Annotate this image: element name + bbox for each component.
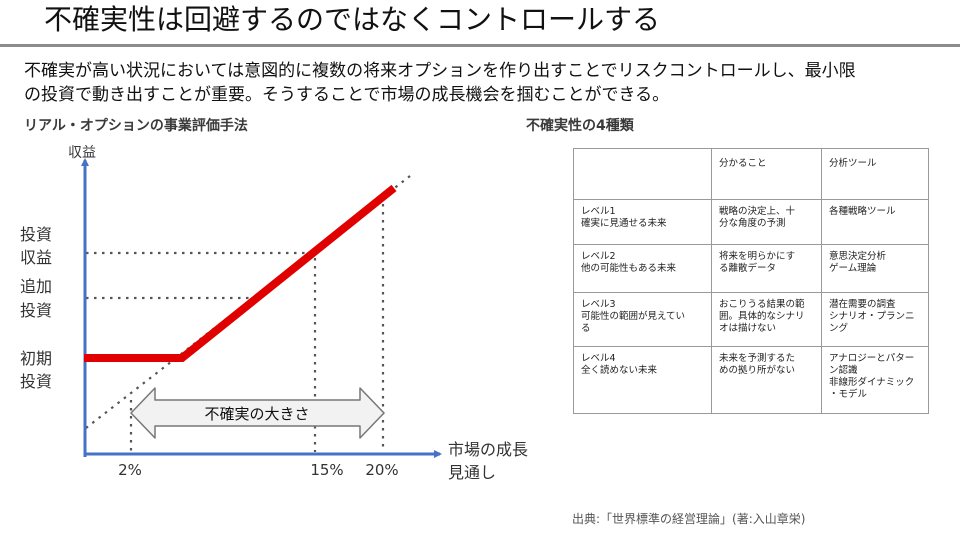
cell-text: 確実に見通せる未来	[581, 218, 667, 229]
table-header-row: 分かること 分析ツール	[573, 148, 929, 200]
table-row: レベル3 可能性の範囲が見えてい る おこりうる結果の範 囲。具体的なシナリ オ…	[573, 292, 929, 347]
cell-text: 囲。具体的なシナリ	[719, 311, 805, 322]
cell-text: レベル1	[581, 206, 616, 217]
cell-text: めの拠り所がない	[719, 365, 796, 376]
y-label-additional-investment-2: 投資	[20, 301, 52, 320]
cell-text: る	[581, 323, 591, 334]
table-row: レベル4 全く読めない未来 未来を予測するた めの拠り所がない アナロジーとパタ…	[573, 346, 929, 414]
cell-text: 非線形ダイナミック	[829, 377, 915, 388]
payoff-line	[84, 184, 397, 362]
cell-text: 将来を明らかにす	[719, 251, 796, 262]
table-header-cell	[573, 148, 712, 200]
uncertainty-range-label: 不確実の大きさ	[204, 405, 309, 423]
x-marker-20pct: 20%	[365, 461, 398, 479]
known-cell: 戦略の決定上、十 分な角度の予測	[711, 199, 822, 245]
uncertainty-levels-table: 分かること 分析ツール レベル1 確実に見通せる未来 戦略の決定上、十 分な角度…	[573, 148, 929, 414]
cell-text: シナリオ・プランニ	[829, 311, 915, 322]
y-label-initial-investment-1: 初期	[20, 349, 52, 368]
cell-text: る離散データ	[719, 263, 777, 274]
y-axis-label: 収益	[68, 145, 96, 161]
uncertainty-range-arrow	[130, 387, 385, 439]
title-divider	[0, 44, 960, 47]
source-citation: 出典:「世界標準の経営理論」(著:入山章栄)	[572, 512, 806, 526]
cell-text: ・モデル	[829, 389, 868, 400]
intro-line-2: の投資で動き出すことが重要。そうすることで市場の成長機会を掴むことができる。	[24, 85, 670, 105]
known-cell: 将来を明らかにす る離散データ	[711, 244, 822, 293]
real-option-diagram: 収益 市場の成長 見通し 投資 収益 追加 投資 初期 投資 不確実の大きさ 2…	[20, 145, 528, 482]
cell-text: 分な角度の予測	[719, 218, 786, 229]
cell-text: オは描けない	[719, 323, 777, 334]
cell-text: 未来を予測するた	[719, 353, 796, 364]
y-label-initial-investment-2: 投資	[20, 372, 52, 391]
cell-text: レベル2	[581, 251, 616, 262]
real-option-section-title: リアル・オプションの事業評価手法	[24, 118, 248, 134]
y-label-investment-return-1: 投資	[20, 225, 52, 244]
cell-text: おこりうる結果の範	[719, 299, 805, 310]
cell-text: レベル4	[581, 353, 616, 364]
cell-text: 全く読めない未来	[581, 365, 658, 376]
x-axis-label-line2: 見通し	[448, 463, 496, 482]
cell-text: ゲーム理論	[829, 263, 877, 274]
cell-text: 可能性の範囲が見えてい	[581, 311, 686, 322]
tools-cell: 各種戦略ツール	[821, 199, 929, 245]
tools-cell: 意思決定分析 ゲーム理論	[821, 244, 929, 293]
y-label-investment-return-2: 収益	[20, 248, 52, 267]
table-row: レベル2 他の可能性もある未来 将来を明らかにす る離散データ 意思決定分析 ゲ…	[573, 244, 929, 293]
level-cell: レベル2 他の可能性もある未来	[573, 244, 712, 293]
cell-text: 他の可能性もある未来	[581, 263, 677, 274]
uncertainty-section-title: 不確実性の4種類	[526, 118, 634, 134]
known-cell: 未来を予測するた めの拠り所がない	[711, 346, 822, 414]
page-title: 不確実性は回避するのではなくコントロールする	[44, 3, 661, 36]
intro-paragraph: 不確実が高い状況においては意図的に複数の将来オプションを作り出すことでリスクコン…	[24, 59, 949, 107]
tools-cell: アナロジーとパター ン認識 非線形ダイナミック ・モデル	[821, 346, 929, 414]
x-marker-2pct: 2%	[118, 461, 142, 479]
cell-text: 各種戦略ツール	[829, 206, 896, 217]
table-header-cell: 分析ツール	[821, 148, 929, 200]
cell-text: レベル3	[581, 299, 616, 310]
cell-text: ン認識	[829, 365, 858, 376]
known-cell: おこりうる結果の範 囲。具体的なシナリ オは描けない	[711, 292, 822, 347]
table-row: レベル1 確実に見通せる未来 戦略の決定上、十 分な角度の予測 各種戦略ツール	[573, 199, 929, 245]
x-axis-label-line1: 市場の成長	[448, 440, 528, 459]
y-label-additional-investment-1: 追加	[20, 277, 52, 296]
cell-text: ング	[829, 323, 849, 334]
cell-text: 意思決定分析	[829, 251, 887, 262]
cell-text: アナロジーとパター	[829, 353, 915, 364]
level-cell: レベル1 確実に見通せる未来	[573, 199, 712, 245]
x-marker-15pct: 15%	[310, 461, 343, 479]
cell-text: 潜在需要の調査	[829, 299, 896, 310]
cell-text: 戦略の決定上、十	[719, 206, 796, 217]
level-cell: レベル3 可能性の範囲が見えてい る	[573, 292, 712, 347]
tools-cell: 潜在需要の調査 シナリオ・プランニ ング	[821, 292, 929, 347]
level-cell: レベル4 全く読めない未来	[573, 346, 712, 414]
table-header-cell: 分かること	[711, 148, 822, 200]
intro-line-1: 不確実が高い状況においては意図的に複数の将来オプションを作り出すことでリスクコン…	[24, 61, 856, 81]
